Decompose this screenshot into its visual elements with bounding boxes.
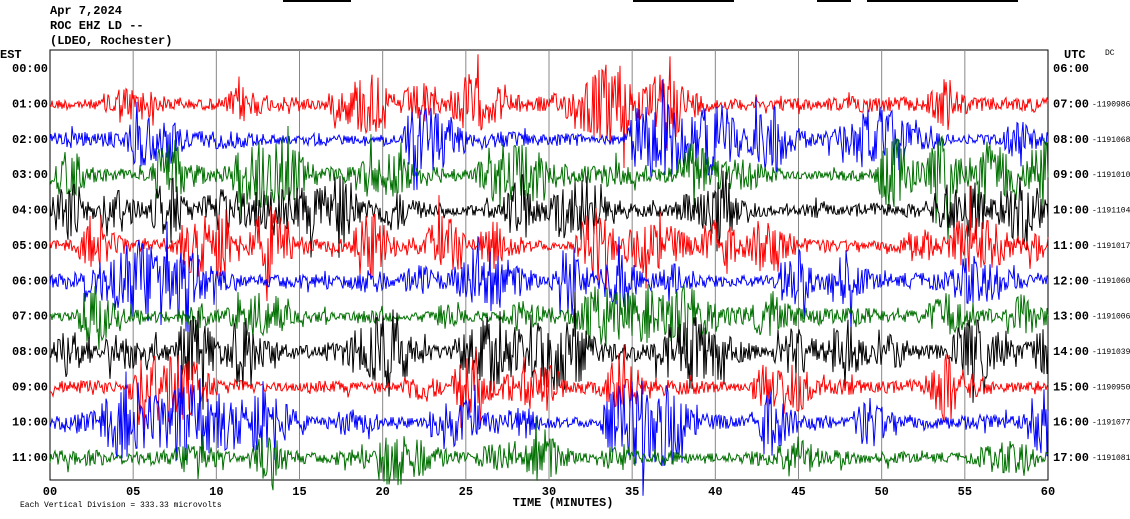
est-label: 08:00 [12,345,48,359]
est-label: 05:00 [12,239,48,253]
trace [49,344,1049,430]
trace [49,125,1049,240]
x-tick-label: 50 [874,485,888,499]
dc-offset: -1191068 [1092,136,1130,145]
source: (LDEO, Rochester) [50,34,172,48]
dc-offset: -1191104 [1092,207,1130,216]
trace [49,170,1049,258]
footnote: Each Vertical Division = 333.33 microvol… [20,501,222,510]
utc-label: 07:00 [1053,98,1089,112]
x-tick-label: 05 [126,485,140,499]
utc-label: 08:00 [1053,133,1089,147]
est-label: 06:00 [12,274,48,288]
dc-offset: -1190986 [1092,100,1130,109]
utc-label: 11:00 [1053,239,1089,253]
dc-offset: -1190950 [1092,383,1130,392]
est-label: 00:00 [12,62,48,76]
x-tick-label: 15 [292,485,306,499]
x-axis-title: TIME (MINUTES) [513,496,614,510]
dc-offset: -1191006 [1092,313,1130,322]
x-tick-label: 30 [542,485,556,499]
x-tick-label: 10 [209,485,223,499]
utc-label: 10:00 [1053,204,1089,218]
station: ROC EHZ LD -- [50,19,144,33]
x-tick-label: 40 [708,485,722,499]
date: Apr 7,2024 [50,4,122,18]
dc-offset: -1191060 [1092,277,1130,286]
est-label: 07:00 [12,310,48,324]
x-tick-label: 45 [791,485,805,499]
utc-label: 09:00 [1053,168,1089,182]
est-label: 02:00 [12,133,48,147]
x-tick-label: 00 [43,485,57,499]
trace [49,54,1049,169]
utc-label: 14:00 [1053,345,1089,359]
utc-label: 06:00 [1053,62,1089,76]
utc-label: 13:00 [1053,310,1089,324]
x-tick-label: 55 [958,485,972,499]
utc-label: 16:00 [1053,416,1089,430]
dc-offset: -1191010 [1092,171,1130,180]
x-tick-label: 20 [375,485,389,499]
utc-label: 17:00 [1053,451,1089,465]
est-label: 10:00 [12,416,48,430]
mode: DC [1105,49,1115,58]
est-label: 03:00 [12,168,48,182]
dc-offset: -1191039 [1092,348,1130,357]
trace [49,78,1049,191]
utc-label: 12:00 [1053,274,1089,288]
trace [49,221,1049,334]
dc-offset: -1191017 [1092,242,1130,251]
est-label: 01:00 [12,98,48,112]
right-axis-title: UTC [1064,48,1086,62]
utc-label: 15:00 [1053,380,1089,394]
trace [49,291,1049,410]
x-tick-label: 35 [625,485,639,499]
trace [49,284,1049,351]
trace [49,365,1049,496]
trace [49,185,1049,302]
x-tick-label: 60 [1041,485,1055,499]
est-label: 11:00 [12,451,48,465]
dc-offset: -1191077 [1092,419,1130,428]
est-label: 04:00 [12,204,48,218]
x-tick-label: 25 [459,485,473,499]
left-axis-title: EST [0,48,22,62]
dc-offset: -1191081 [1092,454,1130,463]
est-label: 09:00 [12,380,48,394]
trace [49,416,1049,491]
